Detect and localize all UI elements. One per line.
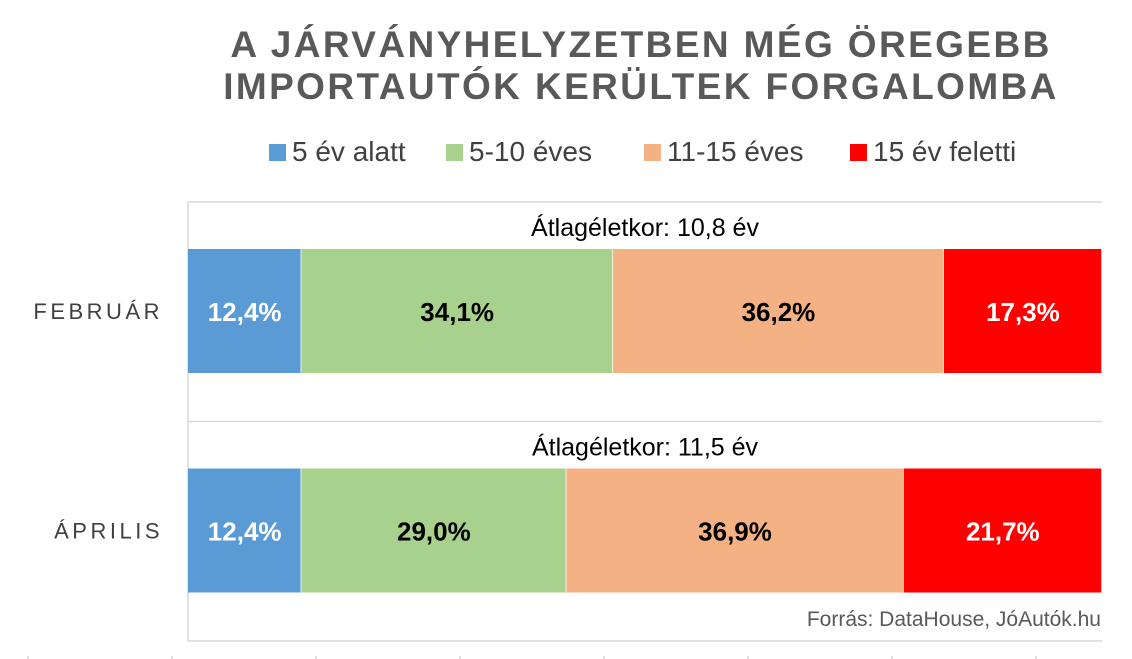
legend-label-5-10: 5-10 éves bbox=[469, 136, 592, 167]
bar-segment bbox=[188, 468, 302, 593]
legend-label-over-15: 15 év feletti bbox=[873, 136, 1017, 167]
data-label: 36,2% bbox=[742, 297, 816, 327]
chart-legend: 5 év alatt 5-10 éves 11-15 éves 15 év fe… bbox=[0, 134, 1132, 170]
chart-title: A JÁRVÁNYHELYZETBEN MÉG ÖREGEBB IMPORTAU… bbox=[150, 24, 1132, 108]
bar-segment bbox=[943, 249, 1102, 373]
legend-swatch-over-15 bbox=[850, 143, 867, 161]
chart-title-line-2: IMPORTAUTÓK KERÜLTEK FORGALOMBA bbox=[223, 66, 1059, 107]
data-label: 21,7% bbox=[966, 517, 1040, 547]
data-label: 12,4% bbox=[208, 297, 282, 327]
legend-label-under-5: 5 év alatt bbox=[292, 136, 406, 167]
category-label: ÁPRILIS bbox=[54, 519, 163, 544]
legend-item-11-15: 11-15 éves bbox=[644, 134, 803, 170]
category-label: FEBRUÁR bbox=[33, 299, 163, 324]
legend-swatch-11-15 bbox=[644, 143, 661, 161]
bar-segment bbox=[301, 468, 567, 593]
legend-item-over-15: 15 év feletti bbox=[850, 134, 1016, 170]
bar-segment bbox=[613, 249, 944, 373]
bar-segment bbox=[903, 468, 1102, 593]
legend-swatch-under-5 bbox=[269, 143, 286, 161]
data-label: 17,3% bbox=[986, 297, 1060, 327]
legend-label-11-15: 11-15 éves bbox=[667, 136, 804, 167]
legend-swatch-5-10 bbox=[446, 143, 463, 161]
bar-segment bbox=[301, 249, 614, 373]
source-note: Forrás: DataHouse, JóAutók.hu bbox=[806, 608, 1101, 631]
bar-annotation: Átlagéletkor: 10,8 év bbox=[531, 213, 759, 242]
bar-segment bbox=[566, 468, 904, 593]
legend-item-under-5: 5 év alatt bbox=[269, 134, 406, 170]
data-label: 12,4% bbox=[208, 517, 282, 547]
bar-segment bbox=[188, 249, 302, 373]
data-label: 36,9% bbox=[698, 517, 772, 547]
legend-item-5-10: 5-10 éves bbox=[446, 134, 592, 170]
data-label: 34,1% bbox=[420, 297, 494, 327]
chart-title-line-1: A JÁRVÁNYHELYZETBEN MÉG ÖREGEBB bbox=[230, 24, 1052, 65]
data-label: 29,0% bbox=[397, 517, 471, 547]
bar-annotation: Átlagéletkor: 11,5 év bbox=[532, 433, 759, 462]
